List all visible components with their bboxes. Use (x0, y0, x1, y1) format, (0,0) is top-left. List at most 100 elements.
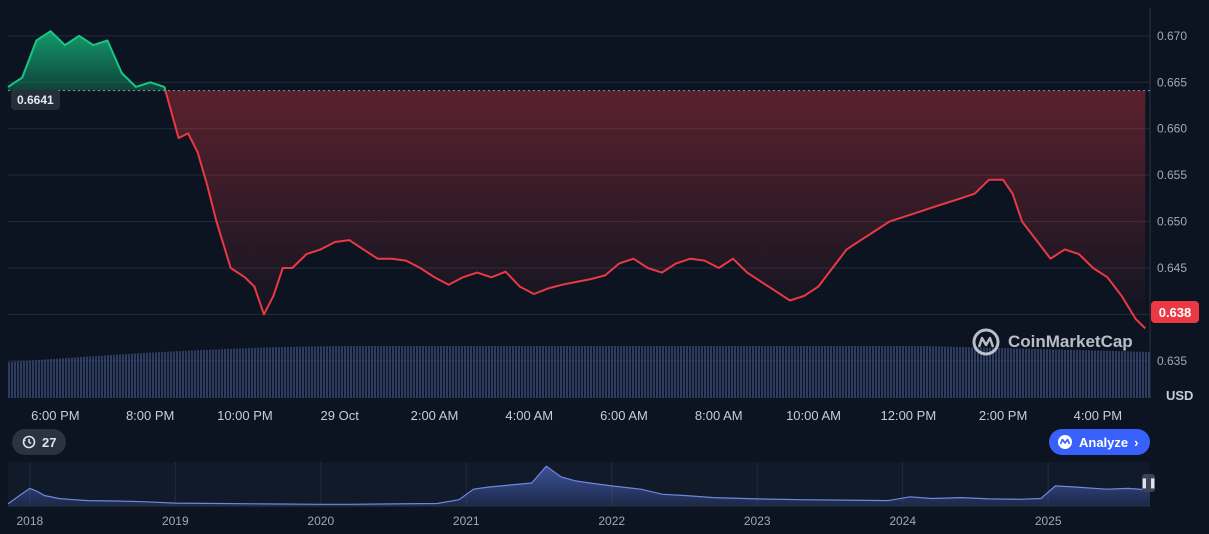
up-area-fill (8, 31, 166, 91)
volume-bar (668, 346, 670, 398)
volume-bar (1007, 348, 1009, 398)
volume-bar (545, 346, 547, 398)
history-button[interactable]: 27 (12, 429, 67, 455)
volume-bar (143, 353, 145, 398)
volume-bar (98, 355, 100, 398)
volume-bar (170, 351, 172, 398)
price-point (334, 241, 336, 243)
price-point (888, 220, 890, 222)
volume-bar (1118, 351, 1120, 398)
price-point (49, 30, 51, 32)
price-point (163, 86, 165, 88)
analyze-button[interactable]: Analyze › (1049, 429, 1151, 455)
volume-bar (47, 359, 49, 398)
navigator-tick-label: 2018 (16, 514, 43, 528)
volume-bar (26, 360, 28, 398)
volume-bar (365, 346, 367, 398)
volume-bar (608, 346, 610, 398)
volume-bar (449, 346, 451, 398)
volume-bar (1127, 351, 1129, 398)
volume-bar (842, 346, 844, 398)
price-point (519, 285, 521, 287)
volume-bar (671, 346, 673, 398)
volume-bar (44, 359, 46, 398)
volume-bar (1082, 350, 1084, 398)
volume-bar (332, 346, 334, 398)
price-line-down (164, 90, 1146, 330)
volume-bar (704, 346, 706, 398)
volume-bars (8, 346, 1150, 398)
volume-bar (1013, 348, 1015, 398)
volume-bar (725, 346, 727, 398)
volume-bar (611, 346, 613, 398)
volume-bar (374, 346, 376, 398)
volume-bar (596, 346, 598, 398)
volume-bar (929, 346, 931, 398)
volume-bar (938, 346, 940, 398)
volume-bar (971, 347, 973, 398)
volume-bar (137, 353, 139, 398)
price-point (675, 262, 677, 264)
volume-bar (230, 348, 232, 398)
volume-bar (167, 351, 169, 398)
volume-bar (386, 346, 388, 398)
volume-bar (773, 346, 775, 398)
volume-bar (719, 346, 721, 398)
volume-bar (158, 352, 160, 398)
x-tick-label: 12:00 PM (881, 408, 937, 423)
volume-bar (1061, 349, 1063, 398)
y-tick-label: 0.665 (1157, 75, 1187, 89)
volume-bar (380, 346, 382, 398)
price-point (945, 202, 947, 204)
x-tick-label: 8:00 PM (126, 408, 174, 423)
volume-bar (491, 346, 493, 398)
volume-bar (434, 346, 436, 398)
price-point (196, 151, 198, 153)
volume-bar (398, 346, 400, 398)
volume-bar (830, 346, 832, 398)
volume-bar (1040, 349, 1042, 398)
volume-bar (194, 350, 196, 398)
price-point (490, 276, 492, 278)
volume-bar (155, 352, 157, 398)
chevron-right-icon: › (1134, 434, 1139, 450)
price-point (988, 179, 990, 181)
volume-bar (686, 346, 688, 398)
price-point (320, 248, 322, 250)
volume-bar (932, 346, 934, 398)
volume-bar (692, 346, 694, 398)
price-point (92, 44, 94, 46)
volume-bar (497, 346, 499, 398)
price-point (206, 183, 208, 185)
price-point (547, 287, 549, 289)
volume-bar (1139, 351, 1141, 398)
volume-bar (890, 346, 892, 398)
volume-bar (311, 346, 313, 398)
volume-bar (689, 346, 691, 398)
volume-bar (536, 346, 538, 398)
volume-bar (110, 355, 112, 398)
volume-bar (767, 346, 769, 398)
volume-bar (1076, 350, 1078, 398)
price-point (703, 259, 705, 261)
volume-bar (296, 346, 298, 398)
y-tick-label: 0.670 (1157, 29, 1187, 43)
price-point (282, 267, 284, 269)
volume-bar (950, 346, 952, 398)
volume-bar (1088, 350, 1090, 398)
volume-bar (65, 358, 67, 398)
navigator-handle-icon[interactable]: ❚❚ (1140, 474, 1157, 492)
price-point (760, 281, 762, 283)
volume-bar (404, 346, 406, 398)
volume-bar (839, 346, 841, 398)
navigator-line (7, 465, 1151, 505)
volume-bar (902, 346, 904, 398)
volume-bar (1091, 350, 1093, 398)
reference-price-label: 0.6641 (11, 90, 60, 110)
volume-bar (755, 346, 757, 398)
volume-bar (617, 346, 619, 398)
volume-bar (734, 346, 736, 398)
price-point (476, 271, 478, 273)
volume-bar (440, 346, 442, 398)
